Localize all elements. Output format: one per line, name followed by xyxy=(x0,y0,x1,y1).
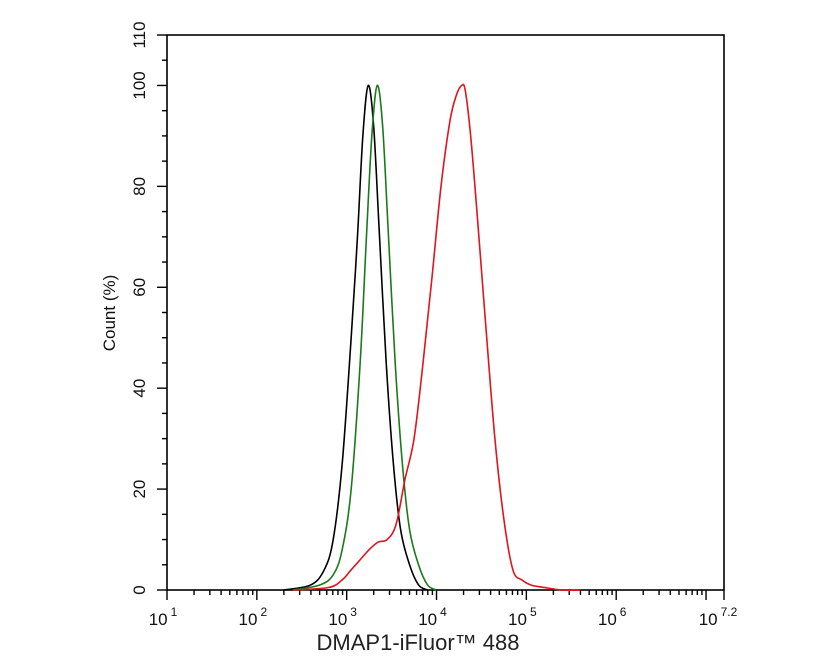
x-tick-label: 10 7.2 xyxy=(699,605,738,629)
x-axis: 10 1 10 2 10 3 10 4 10 5 10 6 10 7.2 xyxy=(149,590,738,629)
plot-frame xyxy=(166,34,725,591)
x-axis-title: DMAP1-iFluor™ 488 xyxy=(317,630,520,655)
y-axis: 0 20 40 60 80 100 110 xyxy=(130,21,167,595)
y-tick-label: 20 xyxy=(130,480,149,499)
y-tick-label: 110 xyxy=(130,21,149,48)
y-tick-label: 0 xyxy=(130,585,149,594)
x-tick-label: 10 3 xyxy=(328,605,357,629)
histogram-curves xyxy=(283,83,581,591)
x-tick-label: 10 2 xyxy=(239,605,268,629)
x-tick-label: 10 4 xyxy=(418,605,447,629)
green-isotype-curve xyxy=(292,84,437,591)
black-control-curve xyxy=(283,84,428,591)
x-tick-label: 10 1 xyxy=(149,605,178,629)
y-tick-label: 100 xyxy=(130,71,149,99)
y-tick-label: 60 xyxy=(130,278,149,297)
y-tick-label: 40 xyxy=(130,379,149,398)
y-tick-label: 80 xyxy=(130,177,149,196)
x-tick-label: 10 5 xyxy=(508,605,537,629)
red-sample-curve xyxy=(292,83,581,591)
y-axis-title: Count (%) xyxy=(100,275,119,352)
x-tick-label: 10 6 xyxy=(598,605,627,629)
